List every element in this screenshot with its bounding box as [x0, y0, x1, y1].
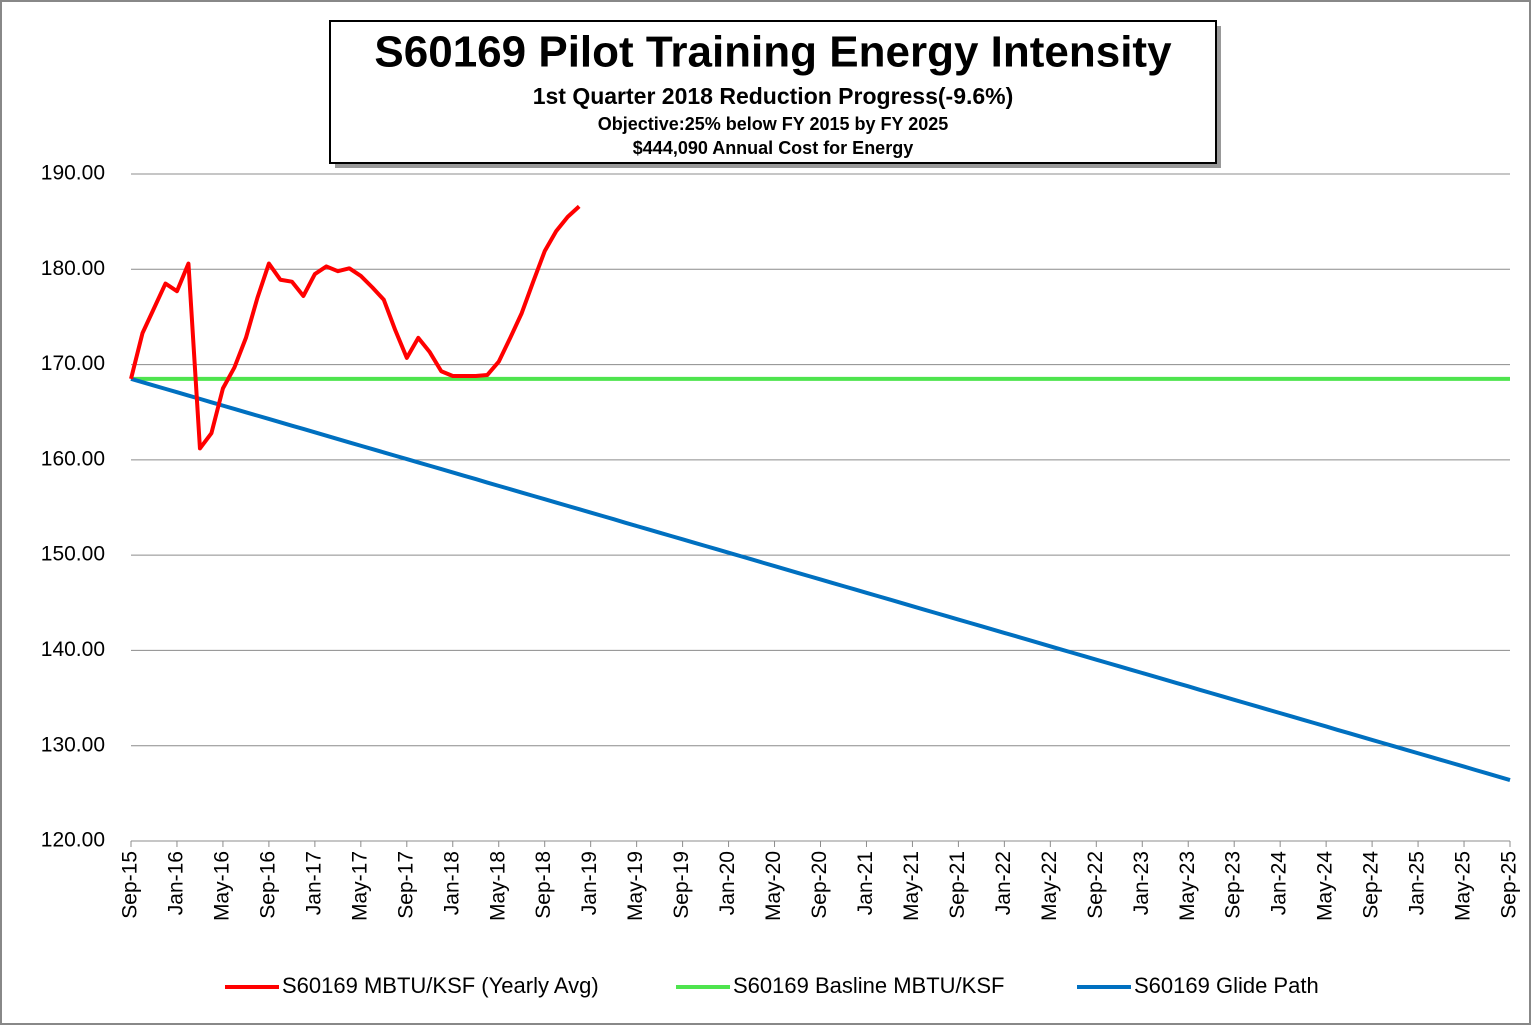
y-tick-label: 160.00 [41, 447, 105, 470]
legend-label: S60169 Basline MBTU/KSF [733, 973, 1004, 998]
x-tick-label: May-19 [624, 851, 647, 921]
x-tick-label: Sep-21 [946, 851, 969, 919]
x-tick-label: May-17 [348, 851, 371, 921]
x-tick-label: Sep-25 [1498, 851, 1521, 919]
x-tick-label: Jan-21 [854, 851, 877, 915]
x-tick-label: Sep-24 [1360, 851, 1383, 919]
x-tick-label: May-24 [1314, 851, 1337, 921]
annotation: $444,090 Annual Cost for Energy [633, 138, 913, 158]
x-tick-label: Sep-17 [394, 851, 417, 919]
x-tick-label: May-18 [486, 851, 509, 921]
chart-title: S60169 Pilot Training Energy Intensity [374, 28, 1172, 77]
x-tick-label: Jan-23 [1130, 851, 1153, 915]
series-line [129, 204, 581, 451]
y-tick-label: 180.00 [41, 257, 105, 280]
x-tick-label: Jan-24 [1268, 851, 1291, 916]
x-tick-label: Jan-25 [1406, 851, 1429, 915]
x-tick-label: May-23 [1176, 851, 1199, 921]
x-tick-label: Sep-22 [1084, 851, 1107, 919]
x-tick-label: Sep-19 [670, 851, 693, 919]
x-tick-label: Sep-15 [119, 851, 142, 919]
chart-subtitle: 1st Quarter 2018 Reduction Progress(-9.6… [533, 83, 1014, 109]
x-tick-label: Sep-16 [256, 851, 279, 919]
x-tick-label: May-25 [1452, 851, 1475, 921]
title-box [329, 20, 1217, 164]
x-tick-label: Jan-18 [440, 851, 463, 915]
x-tick-label: Jan-19 [578, 851, 601, 915]
y-tick-label: 190.00 [41, 162, 105, 185]
x-tick-label: May-22 [1038, 851, 1061, 921]
x-tick-label: May-21 [900, 851, 923, 921]
y-tick-label: 120.00 [41, 829, 105, 852]
y-tick-label: 150.00 [41, 543, 105, 566]
x-tick-label: Sep-23 [1222, 851, 1245, 919]
x-tick-label: May-16 [210, 851, 233, 921]
x-tick-label: Jan-22 [992, 851, 1015, 915]
x-tick-label: Sep-18 [532, 851, 555, 919]
annotation: Objective:25% below FY 2015 by FY 2025 [598, 114, 949, 134]
y-tick-label: 170.00 [41, 352, 105, 375]
y-tick-label: 130.00 [41, 733, 105, 756]
y-tick-label: 140.00 [41, 638, 105, 661]
x-tick-label: Jan-16 [165, 851, 188, 915]
x-tick-label: Sep-20 [808, 851, 831, 919]
series-line [130, 376, 1511, 782]
x-tick-label: Jan-20 [716, 851, 739, 915]
x-tick-label: May-20 [762, 851, 785, 921]
legend-label: S60169 MBTU/KSF (Yearly Avg) [282, 973, 599, 998]
legend-label: S60169 Glide Path [1134, 973, 1319, 998]
x-tick-label: Jan-17 [302, 851, 325, 915]
